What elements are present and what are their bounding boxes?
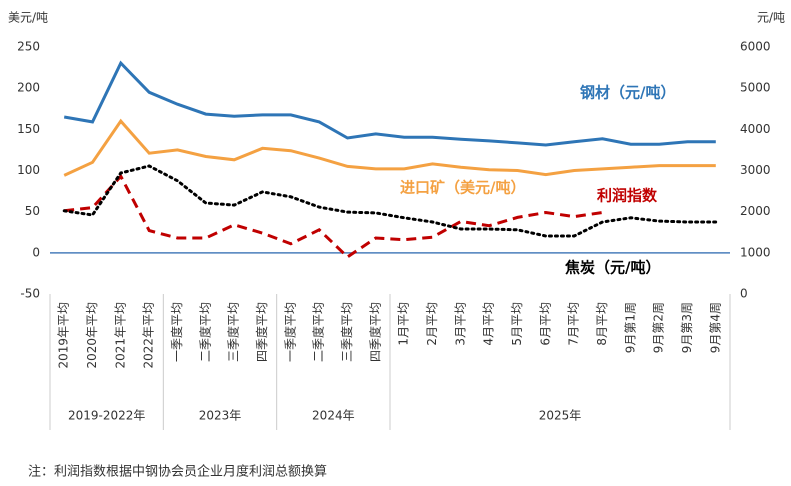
y2-tick-label: 5000 <box>740 81 771 95</box>
y2-tick-label: 2000 <box>740 204 771 218</box>
x-tick-label: 4月平均 <box>482 302 496 346</box>
y-tick-label: -50 <box>20 287 40 301</box>
x-tick-label: 三季度平均 <box>226 302 241 362</box>
y2-tick-label: 6000 <box>740 40 771 54</box>
footnote: 注：利润指数根据中钢协会员企业月度利润总额换算 <box>28 464 327 480</box>
series-line <box>62 164 718 238</box>
x-tick-label: 2022年平均 <box>142 302 156 369</box>
x-tick-label: 2020年平均 <box>85 302 99 369</box>
y-tick-label: 0 <box>32 245 40 259</box>
x-tick-label: 1月平均 <box>397 302 411 346</box>
x-tick-label: 二季度平均 <box>197 302 212 362</box>
y2-tick-label: 4000 <box>740 122 771 136</box>
series-line <box>64 173 603 259</box>
y2-axis-title: 元/吨 <box>757 11 785 25</box>
x-tick-label: 9月第3周 <box>680 302 694 353</box>
x-tick-label: 四季度平均 <box>254 302 269 362</box>
y-axis-title: 美元/吨 <box>8 11 48 25</box>
group-label: 2023年 <box>199 409 242 423</box>
x-tick-label: 9月第1周 <box>623 302 637 353</box>
y-tick-label: 200 <box>17 81 40 95</box>
x-tick-label: 一季度平均 <box>169 302 184 362</box>
x-tick-label: 三季度平均 <box>339 302 354 362</box>
group-label: 2024年 <box>312 409 355 423</box>
series-label: 利润指数 <box>597 187 658 205</box>
series-label: 钢材（元/吨） <box>580 84 675 102</box>
x-tick-label: 2月平均 <box>425 302 439 346</box>
y-tick-label: 100 <box>17 163 40 177</box>
y-tick-label: 50 <box>25 204 40 218</box>
series-label: 焦炭（元/吨） <box>564 259 660 277</box>
x-tick-label: 9月第2周 <box>652 302 666 353</box>
y2-tick-label: 3000 <box>740 163 771 177</box>
group-label: 2025年 <box>539 409 582 423</box>
y-tick-label: 250 <box>17 40 40 54</box>
group-label: 2019-2022年 <box>68 409 145 423</box>
x-tick-label: 四季度平均 <box>367 302 382 362</box>
y2-tick-label: 0 <box>740 287 748 301</box>
x-tick-label: 5月平均 <box>510 302 524 346</box>
y2-tick-label: 1000 <box>740 245 771 259</box>
x-tick-label: 9月第4周 <box>708 302 722 353</box>
x-tick-label: 8月平均 <box>595 302 609 346</box>
x-tick-label: 7月平均 <box>567 302 581 346</box>
x-tick-label: 2021年平均 <box>113 302 127 369</box>
x-tick-label: 二季度平均 <box>311 302 326 362</box>
y-tick-label: 150 <box>17 122 40 136</box>
series-line <box>63 60 716 147</box>
x-tick-label: 3月平均 <box>453 302 467 346</box>
x-tick-label: 6月平均 <box>538 302 552 346</box>
series-line <box>63 118 716 177</box>
series-label: 进口矿（美元/吨） <box>400 179 525 197</box>
x-tick-label: 一季度平均 <box>282 302 297 362</box>
x-tick-label: 2019年平均 <box>57 302 71 369</box>
